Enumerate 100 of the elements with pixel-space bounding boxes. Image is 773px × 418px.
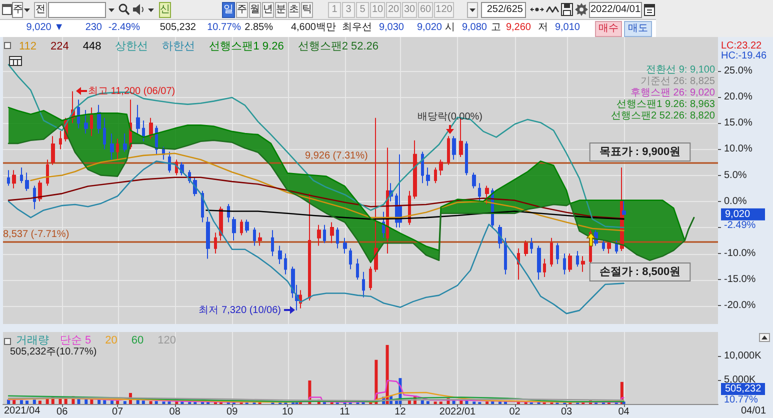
candlestick (607, 240, 611, 254)
candlestick (284, 253, 287, 275)
y-tick-label: 10,000K (724, 350, 762, 362)
candlestick (556, 242, 559, 264)
candlestick (136, 104, 140, 134)
candlestick (615, 240, 618, 254)
text: 5 (356, 2, 369, 18)
text: 2.85% (244, 21, 273, 35)
candlestick (504, 237, 507, 275)
candlestick (123, 133, 127, 152)
text: 505,232 (725, 384, 762, 394)
text: 10 (370, 2, 385, 18)
text: 분 (275, 2, 287, 18)
text: 120 (158, 334, 176, 346)
bar (20, 400, 23, 404)
annotation: 선행스팬1 9.26: 8,963 (616, 99, 716, 110)
candlestick (258, 232, 262, 246)
text: 하한선 (162, 40, 196, 52)
text: 주 (12, 2, 23, 18)
candlestick (563, 253, 566, 275)
x-tick-label: 06 (56, 406, 68, 418)
candlestick (472, 172, 476, 189)
candlestick (103, 117, 106, 150)
text: 년 (262, 2, 274, 18)
candlestick (38, 180, 42, 202)
y-tick-label: 5,000K (724, 374, 756, 386)
bar (123, 401, 126, 404)
candlestick (142, 120, 145, 142)
candlestick (398, 154, 402, 228)
x-tick-label: 02 (509, 406, 521, 418)
candlestick (543, 258, 546, 278)
bar (426, 401, 430, 404)
text: HC:-19.46 (721, 50, 768, 62)
y-tick-label: 0.0% (724, 196, 747, 207)
line-series (206, 210, 624, 220)
y-tick-label: 15.0% (724, 118, 752, 129)
text: 선행스팬1 9.26 (209, 40, 284, 52)
annotation: 배당락(0.00%) (417, 112, 483, 122)
candlestick (20, 166, 23, 184)
text: 10.77% (724, 394, 758, 406)
candlestick (447, 136, 450, 166)
candlestick (576, 250, 579, 268)
candlestick (349, 248, 352, 270)
candlestick (97, 104, 101, 134)
candlestick (51, 136, 55, 166)
y-tick-label: 10.0% (724, 144, 752, 155)
text: 2022/04/01 (589, 2, 642, 18)
text: 252/625 (481, 2, 526, 18)
candlestick (413, 140, 417, 200)
text: 60 (418, 2, 433, 18)
candlestick (382, 211, 385, 238)
text: 10.77% (207, 21, 241, 35)
text: 매도 (624, 21, 652, 37)
candlestick (12, 170, 16, 189)
text: 9,080 (462, 21, 487, 35)
candlestick (232, 216, 236, 242)
text: 4,600백만 (290, 21, 336, 35)
text: 틱 (301, 2, 313, 18)
text: 초 (288, 2, 300, 18)
candlestick (253, 226, 256, 246)
ref-line-label: 9,926 (7.31%) (305, 150, 368, 162)
x-tick-label: 04 (618, 406, 630, 418)
candlestick (278, 245, 282, 264)
bar (110, 400, 114, 404)
candlestick (362, 271, 365, 298)
text: 시 (445, 21, 455, 35)
candlestick (622, 200, 626, 216)
candlestick (90, 106, 93, 137)
candlestick (317, 224, 321, 246)
text: 9,020 ▼ (26, 21, 64, 35)
candlestick (59, 130, 62, 150)
candlestick (206, 216, 210, 260)
candlestick (245, 219, 249, 234)
text: 505,232 (160, 21, 196, 35)
bar (26, 400, 29, 404)
bar (116, 400, 120, 404)
candlestick (386, 147, 389, 254)
candlestick (330, 222, 334, 244)
text: 단순 5 (60, 334, 92, 346)
candlestick (110, 133, 114, 160)
annotation: 최저 7,320 (10/06) (198, 304, 281, 316)
x-tick-label: 07 (112, 406, 124, 418)
y-tick-label: -15.0% (724, 274, 756, 286)
candlestick (439, 159, 443, 176)
text: 일 (222, 2, 235, 18)
text: 04/01 (741, 406, 766, 416)
candlestick (524, 240, 528, 257)
text: 120 (434, 2, 454, 18)
candlestick (434, 166, 437, 184)
candlestick (116, 138, 119, 160)
text: 30 (402, 2, 417, 18)
bar (103, 400, 106, 404)
annotation: 기준선 26: 8,825 (640, 76, 716, 87)
text: 1 (328, 2, 341, 18)
candlestick (478, 182, 481, 202)
text: 2021/04 (4, 406, 41, 416)
candlestick (426, 166, 430, 186)
candlestick (214, 232, 217, 254)
annotation: 손절가 : 8,500원 (599, 266, 681, 278)
x-tick-label: 09 (226, 406, 238, 418)
